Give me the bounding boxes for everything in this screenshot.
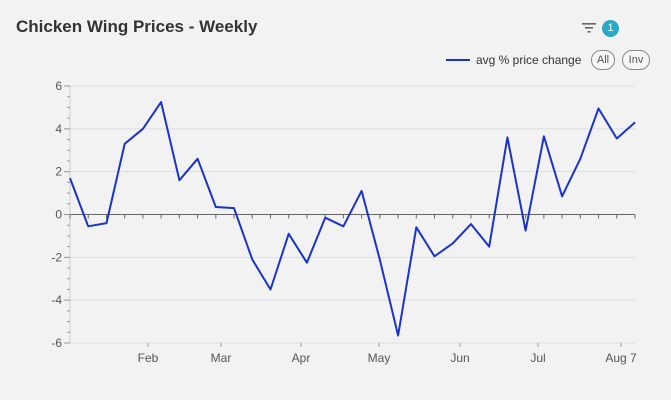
show-all-button[interactable]: All: [591, 50, 615, 70]
data-point: [159, 100, 163, 104]
data-point: [378, 257, 382, 261]
data-point: [542, 134, 546, 138]
data-point: [451, 241, 455, 245]
legend-label: avg % price change: [476, 53, 582, 67]
data-point: [433, 254, 437, 258]
data-point: [633, 120, 637, 124]
y-tick-label: 0: [55, 208, 62, 222]
x-tick-label: Jul: [530, 351, 545, 365]
data-point: [123, 142, 127, 146]
x-tick-label: Aug 7: [605, 351, 637, 365]
data-point: [177, 178, 181, 182]
series-line: [69, 101, 636, 337]
y-tick-label: 2: [55, 165, 62, 179]
filter-count-badge: 1: [602, 20, 619, 37]
data-point: [196, 157, 200, 161]
data-point: [487, 245, 491, 249]
legend-swatch: [446, 59, 470, 61]
data-point: [360, 189, 364, 193]
data-point: [86, 224, 90, 228]
invert-selection-button[interactable]: Inv: [622, 50, 650, 70]
x-tick-label: Jun: [450, 351, 469, 365]
legend[interactable]: avg % price change: [446, 51, 581, 69]
data-point: [104, 221, 108, 225]
data-point: [232, 206, 236, 210]
x-tick-label: May: [368, 351, 391, 365]
data-point: [323, 216, 327, 220]
data-point: [268, 287, 272, 291]
data-point: [214, 205, 218, 209]
x-tick-label: Apr: [292, 351, 311, 365]
x-tick-label: Mar: [211, 351, 232, 365]
data-point: [68, 176, 72, 180]
data-point: [524, 229, 528, 233]
y-tick-label: -2: [51, 250, 62, 264]
data-point: [505, 135, 509, 139]
data-point: [141, 127, 145, 131]
y-tick-label: -6: [51, 336, 62, 350]
filter-icon[interactable]: [580, 20, 598, 36]
data-point: [287, 232, 291, 236]
data-point: [341, 224, 345, 228]
chart-title: Chicken Wing Prices - Weekly: [16, 17, 258, 36]
y-tick-label: -4: [51, 293, 62, 307]
data-point: [615, 136, 619, 140]
data-point: [414, 225, 418, 229]
y-tick-label: 6: [55, 79, 62, 93]
data-point: [396, 334, 400, 338]
data-point: [560, 194, 564, 198]
y-tick-label: 4: [55, 122, 62, 136]
data-point: [597, 106, 601, 110]
data-point: [578, 157, 582, 161]
data-point: [250, 257, 254, 261]
data-point: [305, 261, 309, 265]
x-tick-label: Feb: [138, 351, 159, 365]
data-point: [469, 222, 473, 226]
